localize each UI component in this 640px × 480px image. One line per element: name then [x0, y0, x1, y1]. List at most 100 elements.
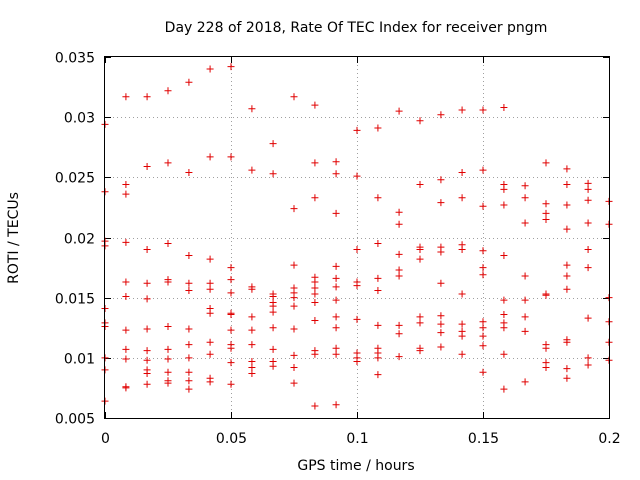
data-point	[290, 363, 298, 371]
data-point	[311, 101, 319, 109]
data-point	[143, 163, 151, 171]
x-axis-title: GPS time / hours	[297, 458, 414, 474]
data-point	[290, 261, 298, 269]
data-point	[500, 296, 508, 304]
data-point	[542, 363, 550, 371]
data-point	[563, 374, 571, 382]
data-point	[269, 302, 277, 310]
data-point	[311, 290, 319, 298]
data-point	[521, 327, 529, 335]
x-tick-label: 0.2	[598, 431, 620, 447]
data-point	[206, 153, 214, 161]
data-point	[206, 285, 214, 293]
data-point	[185, 78, 193, 86]
data-point	[374, 286, 382, 294]
data-point	[206, 65, 214, 73]
data-point	[227, 276, 235, 284]
data-point	[416, 313, 424, 321]
data-point	[290, 325, 298, 333]
data-point	[416, 319, 424, 327]
data-point	[122, 93, 130, 101]
data-point	[269, 292, 277, 300]
data-point	[332, 401, 340, 409]
data-point	[290, 302, 298, 310]
data-point	[122, 190, 130, 198]
data-point	[248, 369, 256, 377]
data-point	[227, 264, 235, 272]
data-point	[584, 264, 592, 272]
data-point	[521, 194, 529, 202]
data-point	[164, 355, 172, 363]
x-tick-label: 0.05	[216, 431, 247, 447]
data-point	[248, 326, 256, 334]
data-point	[185, 252, 193, 260]
data-point	[164, 240, 172, 248]
data-point	[122, 238, 130, 246]
y-axis-title: ROTI / TECUs	[6, 192, 22, 284]
data-point	[206, 309, 214, 317]
data-point	[332, 262, 340, 270]
data-point	[122, 326, 130, 334]
data-point	[185, 385, 193, 393]
data-point	[311, 159, 319, 167]
grid-lines	[105, 57, 609, 418]
data-point	[164, 159, 172, 167]
data-point	[164, 379, 172, 387]
data-point	[500, 252, 508, 260]
data-point	[143, 369, 151, 377]
data-point	[374, 194, 382, 202]
data-point	[563, 201, 571, 209]
data-point	[290, 93, 298, 101]
data-point	[437, 176, 445, 184]
data-point	[395, 321, 403, 329]
data-point	[416, 246, 424, 254]
data-point	[143, 380, 151, 388]
data-point	[332, 283, 340, 291]
data-point	[521, 219, 529, 227]
data-point	[479, 106, 487, 114]
data-point	[500, 324, 508, 332]
data-point	[227, 326, 235, 334]
data-point	[479, 318, 487, 326]
data-point	[311, 317, 319, 325]
data-point	[227, 153, 235, 161]
data-point	[521, 296, 529, 304]
data-point	[185, 169, 193, 177]
x-tick-label: 0	[101, 431, 110, 447]
data-point	[584, 354, 592, 362]
data-point	[206, 350, 214, 358]
data-point	[437, 329, 445, 337]
data-point	[353, 172, 361, 180]
data-point	[500, 185, 508, 193]
data-point	[479, 202, 487, 210]
data-point	[269, 140, 277, 148]
data-point	[458, 350, 466, 358]
data-point	[584, 185, 592, 193]
data-point	[563, 365, 571, 373]
y-tick-label: 0.02	[64, 232, 95, 248]
y-tick-label: 0.005	[55, 412, 95, 428]
data-point	[479, 247, 487, 255]
data-point	[458, 106, 466, 114]
data-point	[122, 278, 130, 286]
data-point	[311, 298, 319, 306]
data-point	[437, 312, 445, 320]
y-tick-label: 0.025	[55, 171, 95, 187]
data-point	[458, 320, 466, 328]
data-point	[122, 355, 130, 363]
data-point	[479, 368, 487, 376]
data-point	[542, 200, 550, 208]
data-point	[563, 272, 571, 280]
data-point	[542, 291, 550, 299]
data-point	[185, 368, 193, 376]
data-point	[521, 313, 529, 321]
axis-ticks: 0.005 0.01 0.015 0.02 0.025 0.03 0.035 0 0.05 0.1…	[55, 51, 621, 448]
data-point	[290, 351, 298, 359]
data-point	[332, 344, 340, 352]
data-point	[374, 240, 382, 248]
data-point	[227, 344, 235, 352]
data-point	[206, 338, 214, 346]
data-point	[563, 261, 571, 269]
data-point	[164, 368, 172, 376]
data-point	[206, 378, 214, 386]
